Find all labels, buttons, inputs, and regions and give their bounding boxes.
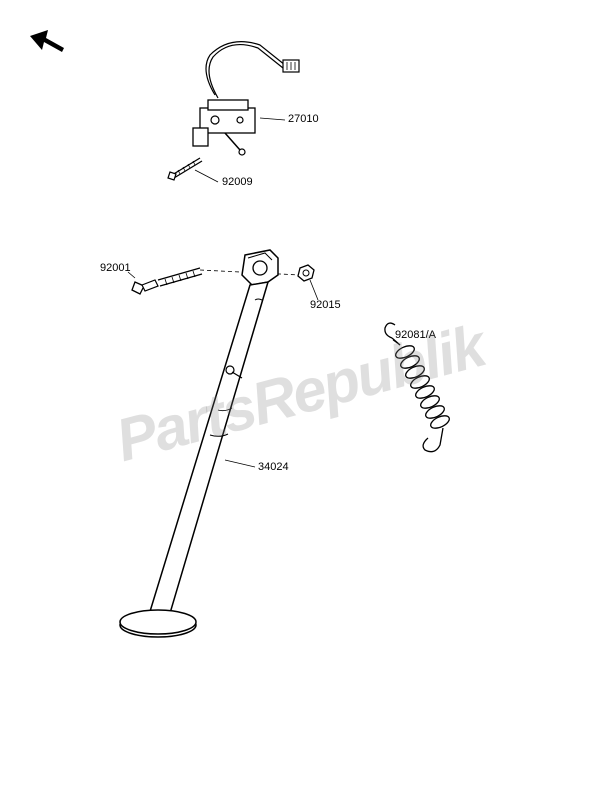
- nut-component: [298, 265, 314, 281]
- label-92009: 92009: [222, 176, 253, 188]
- label-27010: 27010: [288, 113, 319, 125]
- switch-component: [193, 100, 255, 155]
- side-stand-component: [120, 282, 268, 637]
- stand-bracket: [242, 250, 278, 285]
- screw-component: [168, 158, 202, 180]
- bolt-component: [132, 268, 202, 294]
- parts-diagram: 27010 92009 92001 92015 92081/A 34024 Pa…: [0, 0, 600, 785]
- label-92001: 92001: [100, 262, 131, 274]
- spring-component: [385, 323, 451, 452]
- label-92081a: 92081/A: [395, 329, 436, 341]
- label-92015: 92015: [310, 299, 341, 311]
- label-34024: 34024: [258, 461, 289, 473]
